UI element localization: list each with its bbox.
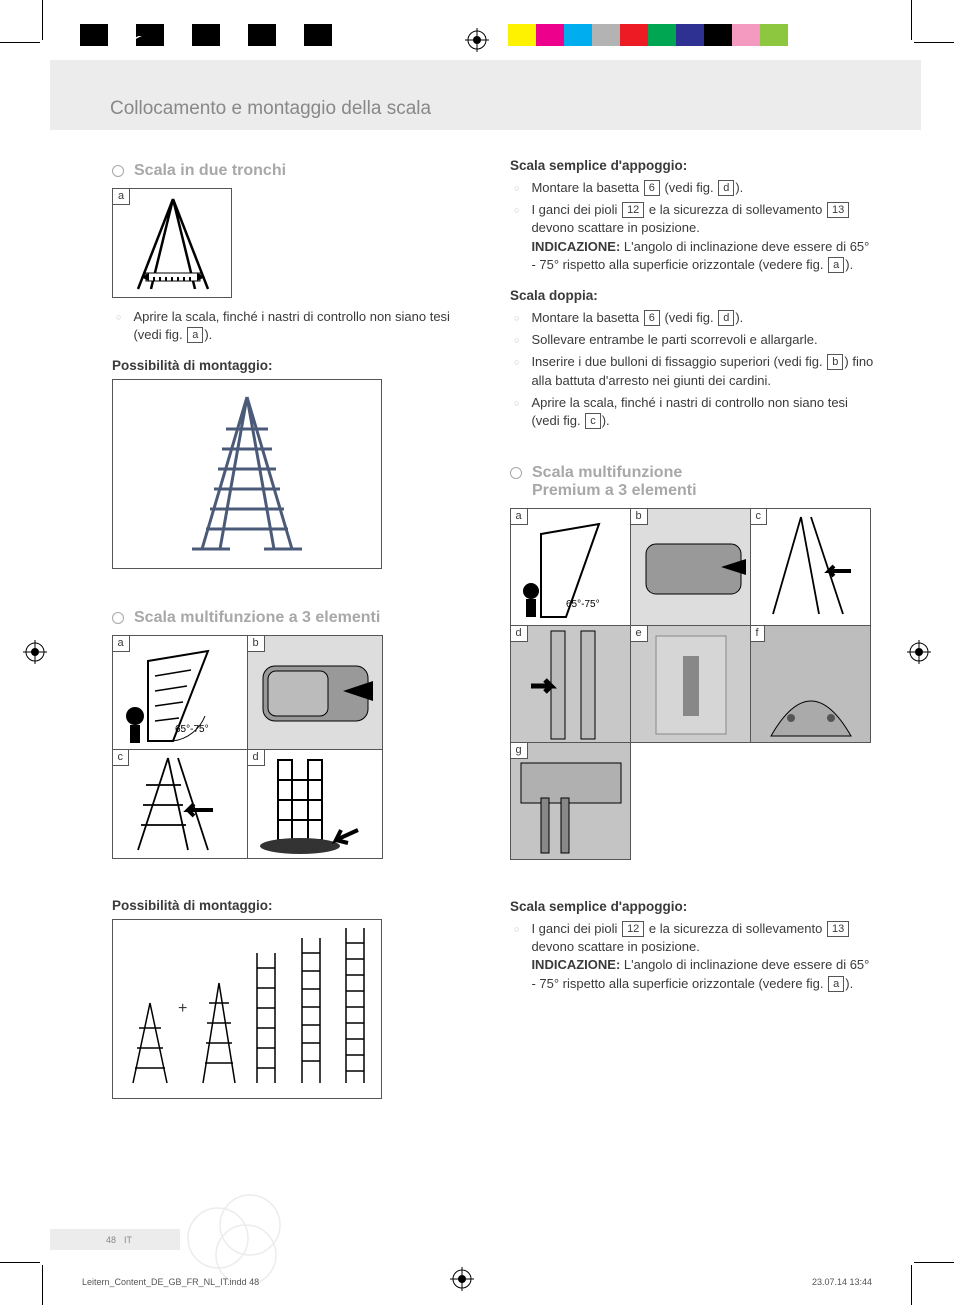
content-area: Scala in due tronchi a Aprire la scala, … <box>112 158 874 1109</box>
ladder-a-icon <box>751 509 871 626</box>
heading-text: Scala multifunzionePremium a 3 elementi <box>532 464 697 500</box>
heading-text: Scala multifunzione a 3 elementi <box>134 609 380 627</box>
page-footer: 48 IT <box>50 1229 180 1250</box>
slug-filename: Leitern_Content_DE_GB_FR_NL_IT.indd 48 <box>82 1277 259 1287</box>
lock-slot-icon <box>631 626 751 743</box>
detail-icon <box>511 743 631 860</box>
page-number: 48 <box>106 1235 116 1245</box>
ladder-a-icon <box>113 750 248 859</box>
bullet-list: Montare la basetta 6 (vedi fig. d). Soll… <box>514 309 874 430</box>
page-title: Collocamento e montaggio della scala <box>110 98 431 120</box>
registration-mark-icon <box>907 640 931 664</box>
bullet-icon <box>112 612 124 624</box>
figure-a-tronchi: a <box>112 188 232 298</box>
stepladder-icon <box>182 389 312 559</box>
list-item: I ganci dei pioli 12 e la sicurezza di s… <box>514 920 874 993</box>
registration-mark-icon <box>23 640 47 664</box>
ref-box: a <box>187 327 203 343</box>
registration-mark-icon <box>450 1267 474 1291</box>
fig-cell-d: d <box>510 625 631 743</box>
sub-heading: Scala semplice d'appoggio: <box>510 899 874 914</box>
ladder-icon <box>290 933 327 1088</box>
figure-grid-3elem: a 65°-75° b c <box>112 635 382 858</box>
bullet-list: Montare la basetta 6 (vedi fig. d). I ga… <box>514 179 874 274</box>
ladder-icon <box>245 948 282 1088</box>
ladder-icon <box>195 978 237 1088</box>
bullet-icon <box>510 467 522 479</box>
fig-label: a <box>112 188 130 205</box>
section-heading: Scala multifunzione a 3 elementi <box>112 609 476 627</box>
bullet-list: Aprire la scala, finché i nastri di cont… <box>116 308 476 344</box>
angle-icon: 65°-75° <box>511 509 631 626</box>
fig-cell-a: a 65°-75° <box>510 508 631 626</box>
list-item: Montare la basetta 6 (vedi fig. d). <box>514 309 874 327</box>
angle-icon: 65°-75° <box>113 636 248 750</box>
sub-heading: Possibilità di montaggio: <box>112 358 476 373</box>
right-column: Scala semplice d'appoggio: Montare la ba… <box>510 158 874 1109</box>
fig-cell-e: e <box>630 625 751 743</box>
list-item: Sollevare entrambe le parti scorrevoli e… <box>514 331 874 349</box>
section-heading: Scala in due tronchi <box>112 162 476 180</box>
hinge-icon <box>631 509 751 626</box>
decorative-circles-icon <box>178 1183 298 1283</box>
svg-text:65°-75°: 65°-75° <box>175 724 209 735</box>
section-heading: Scala multifunzionePremium a 3 elementi <box>510 464 874 500</box>
page-lang: IT <box>124 1235 132 1245</box>
joint-icon <box>751 626 871 743</box>
ladder-icon <box>334 923 371 1088</box>
fig-cell-a: a 65°-75° <box>112 635 248 750</box>
plus-icon: + <box>178 1000 187 1018</box>
fig-cell-c: c <box>112 749 248 859</box>
figure-grid-premium: a 65°-75° b c <box>510 508 870 859</box>
registration-mark-icon <box>465 28 489 52</box>
rail-icon <box>511 626 631 743</box>
figure-montaggio-1 <box>112 379 382 569</box>
left-column: Scala in due tronchi a Aprire la scala, … <box>112 158 476 1109</box>
hinge-icon <box>248 636 383 750</box>
sub-heading: Scala doppia: <box>510 288 874 303</box>
fig-cell-c: c <box>750 508 871 626</box>
fig-cell-f: f <box>750 625 871 743</box>
sub-heading: Scala semplice d'appoggio: <box>510 158 874 173</box>
figure-montaggio-2: + <box>112 919 382 1099</box>
bullet-icon <box>112 165 124 177</box>
bullet-list: I ganci dei pioli 12 e la sicurezza di s… <box>514 920 874 993</box>
fig-cell-g: g <box>510 742 631 860</box>
ladder-open-icon <box>113 189 233 299</box>
foot-icon <box>248 750 383 859</box>
fig-cell-b: b <box>630 508 751 626</box>
list-item: Aprire la scala, finché i nastri di cont… <box>116 308 476 344</box>
svg-text:65°-75°: 65°-75° <box>566 599 600 610</box>
heading-text: Scala in due tronchi <box>134 162 286 180</box>
fig-cell-b: b <box>247 635 383 750</box>
list-item: I ganci dei pioli 12 e la sicurezza di s… <box>514 201 874 274</box>
fig-cell-d: d <box>247 749 383 859</box>
list-item: Montare la basetta 6 (vedi fig. d). <box>514 179 874 197</box>
sub-heading: Possibilità di montaggio: <box>112 898 476 913</box>
ladder-icon <box>123 998 170 1088</box>
page-header: Collocamento e montaggio della scala <box>50 60 921 130</box>
slug-date: 23.07.14 13:44 <box>812 1277 872 1287</box>
list-item: Inserire i due bulloni di fissaggio supe… <box>514 353 874 389</box>
list-item: Aprire la scala, finché i nastri di cont… <box>514 394 874 430</box>
